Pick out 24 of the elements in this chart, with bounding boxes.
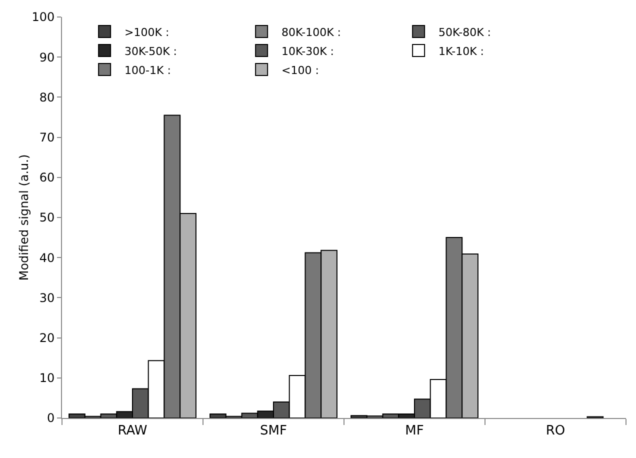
x-tick-label: SMF	[260, 424, 287, 439]
legend-label: 50K-80K :	[438, 26, 492, 39]
legend-label: 10K-30K :	[282, 44, 334, 58]
x-tick-label: RAW	[118, 424, 148, 439]
y-tick-label: 80	[39, 90, 55, 104]
y-tick-label: 10	[39, 371, 55, 386]
y-tick-label: 70	[39, 130, 55, 144]
x-tick-label: RO	[546, 424, 566, 439]
x-tick-label: MF	[405, 424, 424, 439]
y-tick-label: 30	[39, 290, 55, 305]
legend-label: 1K-10K :	[438, 44, 484, 58]
y-axis-title: Modified signal (a.u.)	[17, 154, 31, 281]
legend-label: 80K-100K :	[282, 26, 341, 39]
legend-label: >100K :	[124, 26, 170, 39]
y-tick-label: 60	[39, 170, 55, 185]
y-tick-label: 20	[39, 331, 55, 345]
y-tick-label: 90	[39, 50, 55, 64]
y-tick-label: 100	[32, 10, 55, 24]
y-tick-label: 0	[46, 411, 55, 426]
legend-label: 100-1K :	[124, 64, 171, 77]
legend-label: <100 :	[282, 64, 319, 77]
legend-label: 30K-50K :	[124, 44, 178, 58]
y-tick-label: 40	[39, 250, 55, 265]
y-tick-label: 50	[39, 210, 55, 225]
